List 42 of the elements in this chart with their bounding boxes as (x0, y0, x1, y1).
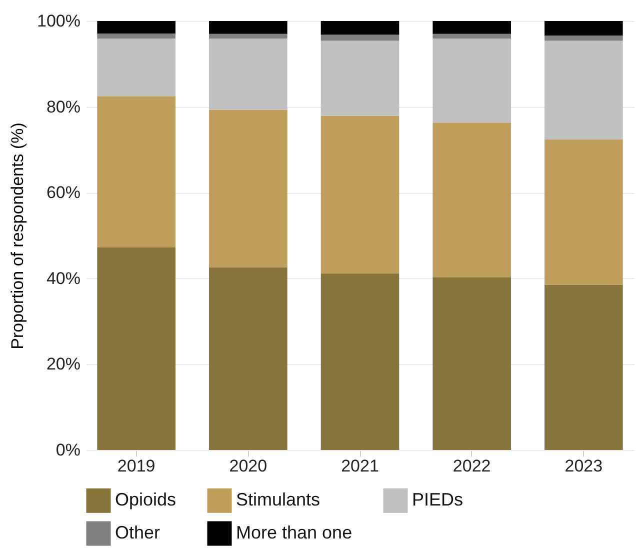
bar (544, 21, 623, 36)
bar (320, 21, 400, 35)
legend-label: Opioids (115, 490, 176, 510)
bar (432, 277, 511, 450)
y-tick-label: 100% (37, 12, 80, 30)
bar (320, 273, 400, 450)
bar (209, 110, 288, 268)
bar (432, 34, 511, 39)
bar (544, 139, 623, 285)
y-tick-label: 20% (46, 354, 80, 374)
bar (432, 21, 511, 34)
bar (544, 40, 623, 140)
bar (97, 33, 176, 39)
bar (320, 116, 400, 274)
y-tick-label: 0% (56, 440, 80, 460)
y-tick-label: 80% (46, 97, 80, 116)
x-tick-label: 2020 (229, 456, 268, 476)
legend-label: Other (115, 522, 160, 542)
x-tick-label: 2023 (564, 456, 603, 476)
bar (209, 34, 288, 39)
bar (320, 34, 400, 41)
x-tick-label: 2022 (452, 456, 491, 476)
bar (209, 21, 288, 34)
bar (97, 248, 176, 450)
bar (432, 38, 511, 123)
bar (432, 122, 511, 278)
y-axis-title: Proportion of respondents (%) (8, 122, 28, 350)
bar (209, 267, 288, 450)
legend-label: Stimulants (236, 490, 320, 510)
y-tick-label: 60% (46, 183, 80, 202)
x-tick-label: 2021 (341, 456, 379, 476)
bar (320, 40, 400, 116)
y-tick-label: 40% (46, 268, 80, 288)
legend-label: More than one (236, 522, 352, 542)
bar (97, 38, 176, 96)
bar (209, 38, 288, 110)
bar (544, 284, 623, 450)
x-tick-label: 2019 (117, 456, 156, 476)
bar (97, 96, 176, 248)
bar (544, 36, 623, 41)
legend-label: PIEDs (412, 490, 464, 510)
bar (97, 21, 176, 34)
